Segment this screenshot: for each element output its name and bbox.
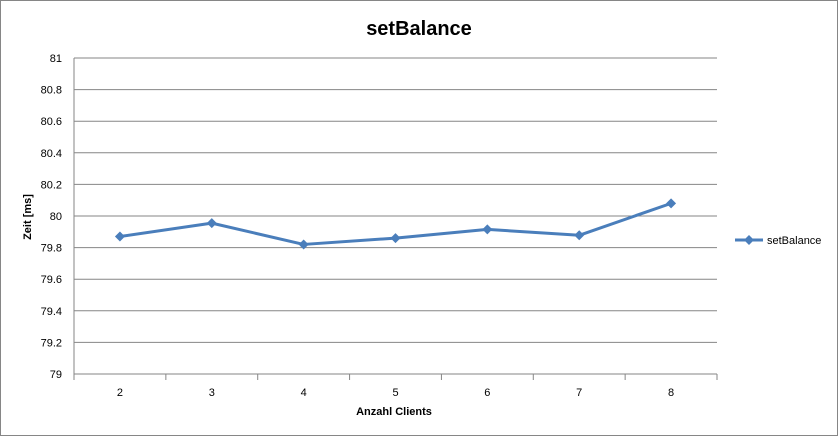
y-tick-label: 79.4 (41, 306, 62, 318)
gridlines (74, 57, 717, 375)
x-tick-label: 2 (117, 387, 123, 399)
legend: setBalance (735, 235, 821, 247)
legend-marker (744, 235, 754, 245)
y-tick-label: 80.6 (41, 116, 62, 128)
y-tick-label: 79 (50, 369, 62, 381)
data-point (666, 198, 677, 209)
x-tick-label: 3 (209, 387, 215, 399)
y-tick-label: 81 (50, 53, 62, 65)
data-point (482, 224, 493, 235)
y-tick-label: 80.2 (41, 179, 62, 191)
y-axis-ticks: 79 79.2 79.4 79.6 79.8 80 80.2 80.4 80.6 80.8 81 (41, 53, 62, 381)
data-point (206, 218, 217, 229)
x-axis: 2 3 4 5 6 7 8 (73, 58, 718, 399)
x-tick-label: 7 (576, 387, 582, 399)
data-point (298, 239, 309, 250)
y-tick-label: 80.8 (41, 85, 62, 97)
y-tick-label: 79.8 (41, 243, 62, 255)
data-point (390, 233, 401, 244)
x-tick-label: 6 (484, 387, 490, 399)
y-tick-label: 80.4 (41, 148, 62, 160)
series-group (114, 198, 677, 250)
y-tick-label: 80 (50, 211, 62, 223)
x-tick-label: 8 (668, 387, 674, 399)
y-axis-label: Zeit [ms] (22, 194, 34, 240)
y-tick-label: 79.6 (41, 274, 62, 286)
x-axis-label: Anzahl Clients (356, 406, 432, 418)
chart-title: setBalance (366, 18, 472, 40)
data-point (114, 231, 125, 242)
y-tick-label: 79.2 (41, 337, 62, 349)
data-point (574, 230, 585, 241)
x-tick-label: 5 (392, 387, 398, 399)
x-tick-label: 4 (301, 387, 307, 399)
legend-entry-setbalance: setBalance (767, 235, 821, 247)
